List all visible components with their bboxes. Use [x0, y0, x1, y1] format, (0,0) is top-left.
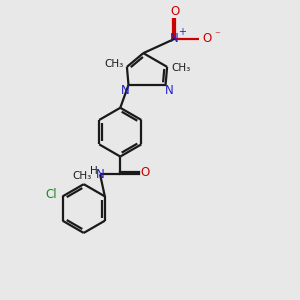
Text: N: N [96, 169, 104, 182]
Text: ⁻: ⁻ [214, 30, 220, 40]
Text: CH₃: CH₃ [105, 59, 124, 69]
Text: O: O [141, 167, 150, 179]
Text: CH₃: CH₃ [171, 63, 190, 74]
Text: N: N [121, 84, 129, 97]
Text: N: N [169, 32, 178, 45]
Text: N: N [165, 84, 173, 97]
Text: CH₃: CH₃ [73, 171, 92, 181]
Text: H: H [90, 166, 98, 176]
Text: +: + [178, 27, 186, 37]
Text: O: O [171, 5, 180, 18]
Text: Cl: Cl [46, 188, 57, 201]
Text: O: O [203, 32, 212, 45]
